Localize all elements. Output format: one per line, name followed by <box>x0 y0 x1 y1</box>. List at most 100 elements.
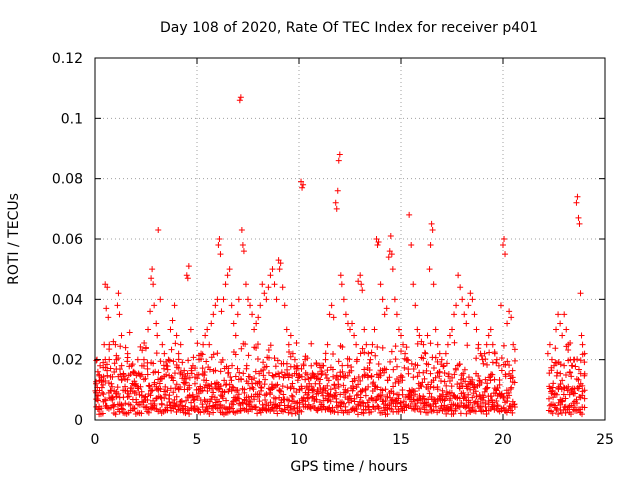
data-point <box>392 343 399 350</box>
data-point <box>283 360 290 367</box>
data-point <box>324 397 331 404</box>
data-point <box>157 406 164 413</box>
x-axis-label: GPS time / hours <box>290 459 407 475</box>
data-point <box>197 409 204 416</box>
data-point <box>187 326 194 333</box>
data-point <box>160 362 167 369</box>
data-point <box>254 355 261 362</box>
data-point <box>472 408 479 415</box>
data-point <box>504 358 511 365</box>
data-point <box>267 399 274 406</box>
data-point <box>381 369 388 376</box>
data-point <box>427 383 434 390</box>
data-point <box>258 385 265 392</box>
data-point <box>259 401 266 408</box>
data-point <box>114 302 121 309</box>
data-point <box>308 340 315 347</box>
data-point <box>473 355 480 362</box>
data-point <box>239 242 246 249</box>
data-point <box>332 199 339 206</box>
data-point <box>252 368 259 375</box>
data-point <box>332 393 339 400</box>
data-point <box>172 385 179 392</box>
data-point <box>467 386 474 393</box>
data-point <box>480 408 487 415</box>
data-point <box>372 352 379 359</box>
data-point <box>579 382 586 389</box>
data-point <box>208 396 215 403</box>
data-point <box>102 377 109 384</box>
data-point <box>579 392 586 399</box>
data-point <box>450 410 457 417</box>
data-point <box>489 397 496 404</box>
data-point <box>462 378 469 385</box>
data-point <box>249 311 256 318</box>
data-point <box>152 368 159 375</box>
data-point <box>206 366 213 373</box>
data-point <box>283 326 290 333</box>
data-point <box>230 320 237 327</box>
data-point <box>330 351 337 358</box>
data-point <box>155 226 162 233</box>
data-point <box>124 376 131 383</box>
data-point <box>185 263 192 270</box>
data-point <box>577 290 584 297</box>
data-point <box>395 378 402 385</box>
data-point <box>278 369 285 376</box>
data-point <box>340 296 347 303</box>
data-point <box>247 399 254 406</box>
data-point <box>115 290 122 297</box>
data-point <box>118 362 125 369</box>
data-point <box>557 401 564 408</box>
data-point <box>375 403 382 410</box>
data-point <box>171 396 178 403</box>
data-point <box>316 380 323 387</box>
data-point <box>153 320 160 327</box>
data-point <box>311 387 318 394</box>
data-point <box>489 359 496 366</box>
data-point <box>480 360 487 367</box>
data-point <box>298 383 305 390</box>
data-point <box>236 97 243 104</box>
data-point <box>110 403 117 410</box>
data-point <box>202 332 209 339</box>
data-point <box>171 302 178 309</box>
data-point <box>472 388 479 395</box>
data-point <box>335 157 342 164</box>
data-point <box>434 341 441 348</box>
data-point <box>399 374 406 381</box>
data-point <box>456 384 463 391</box>
data-point <box>216 398 223 405</box>
data-point <box>581 395 588 402</box>
data-point <box>245 352 252 359</box>
data-point <box>390 383 397 390</box>
data-point <box>441 397 448 404</box>
data-point <box>428 220 435 227</box>
data-point <box>451 311 458 318</box>
data-point <box>109 402 116 409</box>
data-point <box>185 357 192 364</box>
data-point <box>276 266 283 273</box>
data-point <box>546 383 553 390</box>
data-point <box>122 383 129 390</box>
data-point <box>421 395 428 402</box>
data-point <box>457 284 464 291</box>
data-point <box>408 360 415 367</box>
data-point <box>105 314 112 321</box>
data-point <box>251 375 258 382</box>
data-point <box>410 281 417 288</box>
data-point <box>175 365 182 372</box>
data-point <box>210 351 217 358</box>
data-point <box>271 355 278 362</box>
data-point <box>194 340 201 347</box>
data-point <box>112 411 119 418</box>
data-point <box>382 397 389 404</box>
data-point <box>493 356 500 363</box>
data-point <box>339 368 346 375</box>
data-point <box>137 343 144 350</box>
data-point <box>441 378 448 385</box>
y-tick-label: 0.1 <box>61 111 83 127</box>
data-point <box>133 396 140 403</box>
data-point <box>427 242 434 249</box>
data-point <box>500 342 507 349</box>
